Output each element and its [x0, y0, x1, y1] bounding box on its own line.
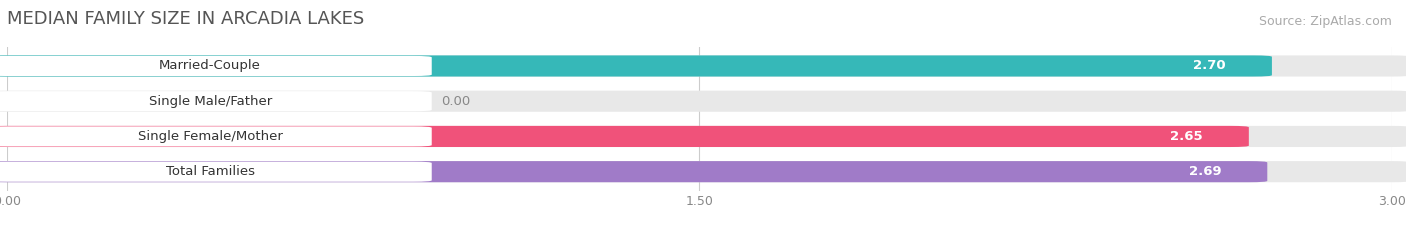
- FancyBboxPatch shape: [0, 127, 432, 147]
- FancyBboxPatch shape: [0, 162, 432, 182]
- FancyBboxPatch shape: [0, 161, 1267, 182]
- Text: 2.69: 2.69: [1188, 165, 1222, 178]
- Text: 2.70: 2.70: [1194, 59, 1226, 72]
- FancyBboxPatch shape: [0, 55, 1272, 77]
- Text: Total Families: Total Families: [166, 165, 254, 178]
- FancyBboxPatch shape: [0, 55, 1406, 77]
- Text: Single Female/Mother: Single Female/Mother: [138, 130, 283, 143]
- Text: 0.00: 0.00: [441, 95, 470, 108]
- FancyBboxPatch shape: [0, 161, 1406, 182]
- FancyBboxPatch shape: [0, 91, 432, 111]
- Text: Single Male/Father: Single Male/Father: [149, 95, 271, 108]
- FancyBboxPatch shape: [0, 91, 1406, 112]
- FancyBboxPatch shape: [0, 56, 432, 76]
- Text: Source: ZipAtlas.com: Source: ZipAtlas.com: [1258, 15, 1392, 28]
- Text: 2.65: 2.65: [1170, 130, 1202, 143]
- Text: Married-Couple: Married-Couple: [159, 59, 262, 72]
- Text: MEDIAN FAMILY SIZE IN ARCADIA LAKES: MEDIAN FAMILY SIZE IN ARCADIA LAKES: [7, 10, 364, 28]
- FancyBboxPatch shape: [0, 126, 1249, 147]
- FancyBboxPatch shape: [0, 126, 1406, 147]
